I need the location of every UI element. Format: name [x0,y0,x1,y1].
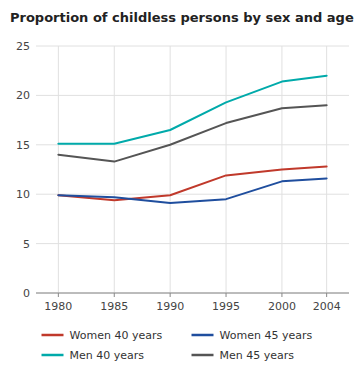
legend-label: Women 45 years [220,329,313,342]
grid-line-y [36,243,349,244]
x-tick-label: 1980 [44,300,72,313]
grid-line-x [226,46,227,293]
grid-line-y [36,46,349,47]
legend-swatch [192,334,214,337]
x-tick [281,293,282,297]
grid-line-x [114,46,115,293]
legend-label: Women 40 years [70,329,163,342]
y-tick-label: 10 [16,188,30,201]
grid-line-x [58,46,59,293]
lines [58,76,326,203]
y-tick-label: 5 [23,238,30,251]
series-line [58,167,326,201]
y-tick-label: 15 [16,139,30,152]
legend-swatch [42,334,64,337]
legend-swatch [192,354,214,357]
grid-line-x [170,46,171,293]
legend: Women 40 years Women 45 years Men 40 years… [42,329,313,362]
legend-label: Men 45 years [220,349,295,362]
grid [36,46,349,293]
axes: 0 5 10 15 20 25 1980 1985 1990 1995 2000 2004 [16,40,349,313]
x-tick [58,293,59,297]
x-tick [226,293,227,297]
legend-swatch [42,354,64,357]
chart: Proportion of childless persons by sex a… [0,0,363,381]
grid-line-y [36,95,349,96]
x-tick [114,293,115,297]
legend-label: Men 40 years [70,349,145,362]
title: Proportion of childless persons by sex a… [10,10,354,25]
y-tick-label: 0 [23,287,30,300]
x-tick-label: 2000 [268,300,296,313]
x-tick-label: 2004 [313,300,341,313]
series-line [58,178,326,203]
x-tick [170,293,171,297]
x-tick-label: 1995 [212,300,240,313]
series-line [58,76,326,144]
grid-line-y [36,194,349,195]
grid-line-y [36,293,349,294]
x-axis-line [36,293,349,294]
series-line [58,105,326,161]
grid-line-x [326,46,327,293]
x-tick-label: 1985 [100,300,128,313]
x-tick-label: 1990 [156,300,184,313]
x-tick [326,293,327,297]
y-tick-label: 25 [16,40,30,53]
y-tick-label: 20 [16,89,30,102]
